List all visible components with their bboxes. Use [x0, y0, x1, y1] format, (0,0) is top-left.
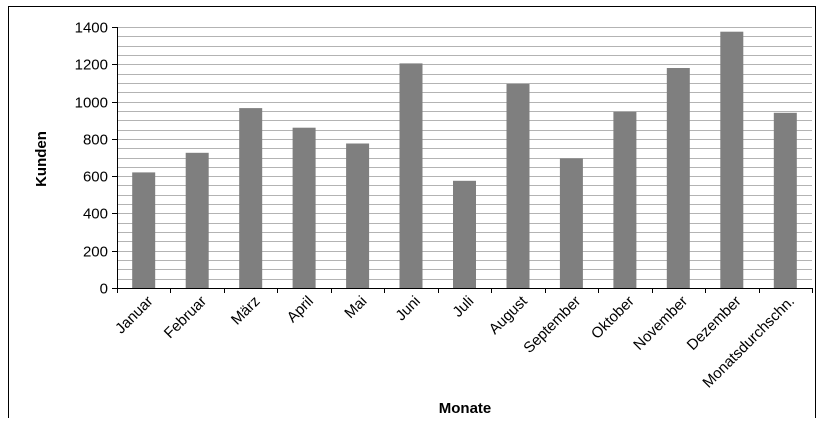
bar	[773, 112, 797, 288]
x-tick-labels: Januar Februar März April Mai Juni Juli AugustS…	[112, 292, 798, 391]
bar	[506, 83, 530, 289]
bar	[453, 180, 476, 288]
bar	[292, 127, 316, 288]
bar	[346, 143, 370, 288]
bar	[132, 172, 156, 288]
y-tick-labels: 0 200 400 600 800 1000 1200 1400	[75, 20, 108, 298]
bar	[613, 111, 637, 288]
x-tick-label: August	[486, 292, 532, 338]
bar	[399, 63, 423, 289]
x-tick-label: November	[630, 293, 691, 354]
x-tick-label: Monatsdurchschn.	[699, 293, 798, 392]
x-tick-label: Januar	[112, 293, 156, 337]
x-tick-label: September	[520, 293, 584, 357]
bar	[239, 108, 263, 288]
bars	[132, 31, 797, 289]
axes	[112, 27, 813, 293]
y-tick-label: 800	[83, 132, 108, 149]
y-axis-title: Kunden	[33, 131, 50, 187]
x-tick-label: Juli	[449, 293, 477, 321]
chart-frame	[8, 6, 816, 418]
bar	[559, 158, 583, 288]
bar	[185, 152, 209, 288]
bar	[720, 31, 744, 288]
y-tick-label: 1200	[75, 57, 108, 74]
bar	[666, 68, 690, 288]
x-tick-label: Oktober	[588, 293, 638, 343]
x-tick-label: Februar	[161, 293, 210, 342]
y-tick-label: 600	[83, 169, 108, 186]
y-tick-label: 1400	[75, 20, 108, 37]
x-axis-title: Monate	[439, 400, 492, 417]
y-tick-label: 0	[100, 281, 108, 298]
x-tick-label: März	[228, 293, 264, 329]
x-tick-label: Mai	[341, 293, 370, 322]
x-tick-label: Juni	[392, 293, 423, 324]
gridlines	[117, 27, 812, 280]
y-tick-label: 200	[83, 244, 108, 261]
x-tick-label: April	[284, 293, 317, 326]
y-tick-label: 400	[83, 206, 108, 223]
y-tick-label: 1000	[75, 95, 108, 112]
